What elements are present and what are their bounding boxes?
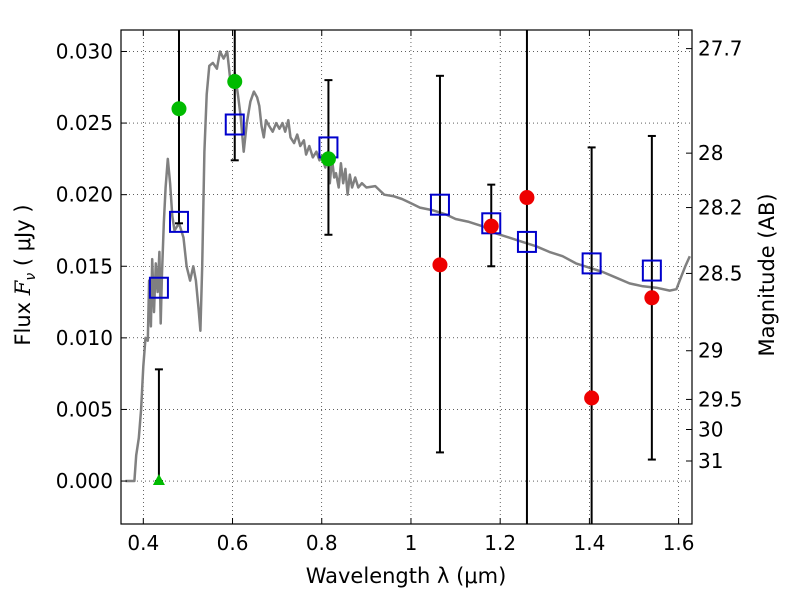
observed-red-marker <box>644 290 660 306</box>
model-square-marker <box>148 276 169 299</box>
marker-layer <box>148 74 662 486</box>
y-axis-label-subscript: ν <box>23 273 39 281</box>
observed-red-marker <box>483 218 499 234</box>
observed-red-marker <box>519 190 535 206</box>
observed-red-marker <box>584 390 600 406</box>
y-axis-label-symbol: F <box>11 279 35 296</box>
x-tick-label: 0.8 <box>306 531 338 555</box>
y-tick-label: 0.020 <box>56 183 113 207</box>
x-tick-label: 1.6 <box>663 531 695 555</box>
x-tick-label: 1 <box>405 531 418 555</box>
error-bar-layer <box>154 30 656 524</box>
x-tick-label: 1.4 <box>573 531 605 555</box>
observed-green-marker <box>320 151 336 167</box>
y-axis-label: Flux Fν ( μJy ) <box>11 204 39 345</box>
model-square-marker <box>516 230 537 253</box>
y-axis-label-unit: ( μJy ) <box>11 204 35 272</box>
model-square-marker <box>641 259 662 282</box>
model-square-marker <box>224 113 245 136</box>
y-tick-label: 0.005 <box>56 397 113 421</box>
sed-line-layer <box>125 50 691 483</box>
tick-layer: 0.4 0.6 0.8 1 1.2 1.4 1.6 0.000 0.005 0.010 0.015 0… <box>56 30 743 555</box>
y-tick-label: 0.025 <box>56 111 113 135</box>
plot-frame <box>120 29 693 525</box>
y-tick-label: 0.015 <box>56 254 113 278</box>
y2-tick-label: 27.7 <box>698 37 743 61</box>
y2-tick-label: 28.2 <box>698 196 743 220</box>
y2-tick-label: 30 <box>698 417 723 441</box>
observed-green-marker <box>227 74 243 90</box>
y2-tick-label: 28 <box>698 141 723 165</box>
y2-axis-label: Magnitude (AB) <box>755 193 779 356</box>
sed-template-line <box>125 50 691 483</box>
y-tick-label: 0.000 <box>56 469 113 493</box>
model-square-marker <box>429 193 450 216</box>
x-tick-label: 1.2 <box>484 531 516 555</box>
y2-tick-label: 31 <box>698 449 723 473</box>
y2-tick-label: 29.5 <box>698 387 743 411</box>
y2-tick-label: 29 <box>698 339 723 363</box>
x-tick-label: 0.6 <box>217 531 249 555</box>
y2-tick-label: 28.5 <box>698 261 743 285</box>
observed-green-marker <box>171 101 187 117</box>
x-tick-label: 0.4 <box>127 531 159 555</box>
x-axis-label: Wavelength λ (μm) <box>306 564 507 588</box>
upper-limit-triangle-marker <box>152 474 165 486</box>
model-square-marker <box>581 252 602 275</box>
observed-red-marker <box>432 257 448 273</box>
y-tick-label: 0.030 <box>56 39 113 63</box>
y-axis-label-prefix: Flux <box>11 295 35 345</box>
model-square-marker <box>168 210 189 233</box>
y-tick-label: 0.010 <box>56 326 113 350</box>
